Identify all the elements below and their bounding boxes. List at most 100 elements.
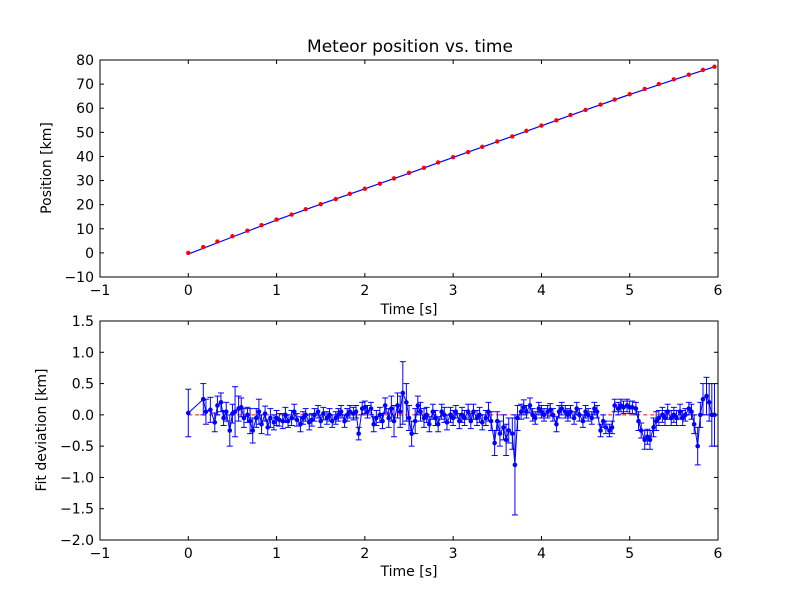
deviation-point bbox=[521, 405, 527, 410]
deviation-point bbox=[430, 409, 436, 415]
top-y-tick-label: 50 bbox=[76, 125, 94, 141]
position-point bbox=[524, 128, 529, 134]
deviation-point bbox=[497, 431, 503, 436]
deviation-point bbox=[585, 412, 591, 418]
bottom-y-tick-label: −0.5 bbox=[60, 439, 94, 455]
deviation-point bbox=[294, 417, 300, 423]
deviation-point bbox=[250, 428, 256, 433]
bottom-y-tick-label: −1.0 bbox=[60, 470, 94, 486]
deviation-point bbox=[600, 418, 606, 424]
deviation-point bbox=[415, 403, 421, 408]
top-x-tick-label: 0 bbox=[184, 283, 193, 299]
deviation-point bbox=[356, 431, 361, 436]
deviation-point bbox=[371, 421, 376, 427]
top-chart: Meteor position vs. time −1 0 1 2 3 4 5 6−10010… bbox=[39, 37, 723, 318]
deviation-point bbox=[668, 415, 674, 421]
deviation-point bbox=[200, 396, 206, 402]
deviation-point bbox=[433, 415, 438, 421]
deviation-point bbox=[488, 418, 494, 424]
deviation-point bbox=[562, 409, 568, 415]
position-point bbox=[318, 201, 323, 207]
deviation-point bbox=[607, 428, 612, 433]
deviation-point bbox=[574, 406, 580, 411]
deviation-point bbox=[321, 411, 326, 416]
deviation-point bbox=[530, 412, 535, 418]
deviation-point bbox=[474, 415, 480, 421]
deviation-point bbox=[374, 415, 379, 421]
deviation-point bbox=[656, 415, 662, 421]
deviation-point bbox=[253, 415, 259, 421]
position-point bbox=[627, 92, 632, 97]
bottom-y-tick-label: 1.0 bbox=[72, 345, 94, 361]
top-x-axis-label: Time [s] bbox=[380, 302, 438, 318]
deviation-point bbox=[450, 415, 456, 421]
deviation-point bbox=[368, 406, 374, 411]
deviation-point bbox=[689, 409, 694, 415]
bottom-x-tick-label: 2 bbox=[360, 546, 369, 562]
bottom-y-tick-label: 0.5 bbox=[72, 377, 94, 393]
deviation-point bbox=[459, 412, 465, 418]
deviation-point bbox=[259, 421, 264, 427]
deviation-point bbox=[503, 437, 509, 443]
position-point bbox=[671, 77, 677, 82]
deviation-point bbox=[559, 406, 565, 411]
deviation-point bbox=[527, 403, 533, 408]
bottom-plot-area bbox=[99, 320, 719, 541]
bottom-chart: −1 0 1 2 3 4 5 6 −2.0 −1.5 −1.0 −0.5 0.0 0.5 1.0 1.5 Ti… bbox=[34, 314, 723, 580]
deviation-point bbox=[386, 415, 391, 421]
deviation-point bbox=[329, 418, 335, 424]
position-point bbox=[421, 165, 427, 170]
deviation-point bbox=[483, 415, 489, 421]
deviation-point bbox=[377, 412, 383, 418]
deviation-point bbox=[312, 412, 317, 418]
deviation-point bbox=[615, 406, 621, 411]
deviation-point bbox=[642, 437, 648, 443]
deviation-point bbox=[671, 412, 677, 418]
deviation-point bbox=[280, 418, 286, 424]
position-point bbox=[598, 102, 603, 107]
deviation-point bbox=[457, 418, 462, 424]
deviation-point bbox=[509, 431, 515, 436]
deviation-point bbox=[291, 409, 297, 415]
top-y-tick-label: 0 bbox=[85, 246, 94, 262]
deviation-point bbox=[256, 409, 262, 415]
bottom-x-tick-label: 0 bbox=[184, 546, 193, 562]
deviation-point bbox=[212, 420, 218, 425]
position-point bbox=[289, 212, 294, 217]
deviation-point bbox=[665, 409, 670, 415]
deviation-point bbox=[583, 409, 588, 415]
top-y-tick-label: 60 bbox=[76, 101, 94, 117]
bottom-y-tick-label: 0.0 bbox=[72, 408, 94, 424]
top-x-tick-label: 2 bbox=[360, 283, 369, 299]
bottom-y-tick-label: 1.5 bbox=[72, 314, 94, 330]
deviation-point bbox=[285, 418, 291, 424]
deviation-point bbox=[506, 428, 512, 433]
deviation-point bbox=[262, 411, 268, 416]
position-point bbox=[554, 118, 559, 123]
deviation-point bbox=[442, 412, 447, 418]
deviation-point bbox=[271, 420, 277, 425]
deviation-point bbox=[300, 415, 306, 421]
bottom-x-tick-label: −1 bbox=[90, 546, 111, 562]
deviation-point bbox=[223, 409, 229, 415]
position-point bbox=[274, 217, 279, 222]
deviation-point bbox=[683, 412, 688, 418]
deviation-point bbox=[674, 415, 679, 421]
deviation-point bbox=[289, 415, 294, 421]
deviation-point bbox=[409, 431, 414, 436]
deviation-point bbox=[435, 421, 441, 427]
deviation-point bbox=[594, 409, 600, 415]
position-point bbox=[186, 250, 191, 256]
deviation-point bbox=[380, 418, 385, 424]
deviation-point bbox=[465, 409, 471, 415]
top-x-tick-label: 5 bbox=[625, 283, 634, 299]
deviation-point bbox=[203, 409, 209, 415]
deviation-point bbox=[612, 403, 618, 408]
deviation-point bbox=[686, 406, 692, 411]
deviation-point bbox=[418, 409, 423, 415]
position-point bbox=[450, 154, 456, 160]
top-y-tick-label: 20 bbox=[76, 198, 94, 214]
top-marks bbox=[186, 64, 717, 256]
deviation-point bbox=[185, 410, 191, 416]
deviation-point bbox=[536, 406, 542, 411]
